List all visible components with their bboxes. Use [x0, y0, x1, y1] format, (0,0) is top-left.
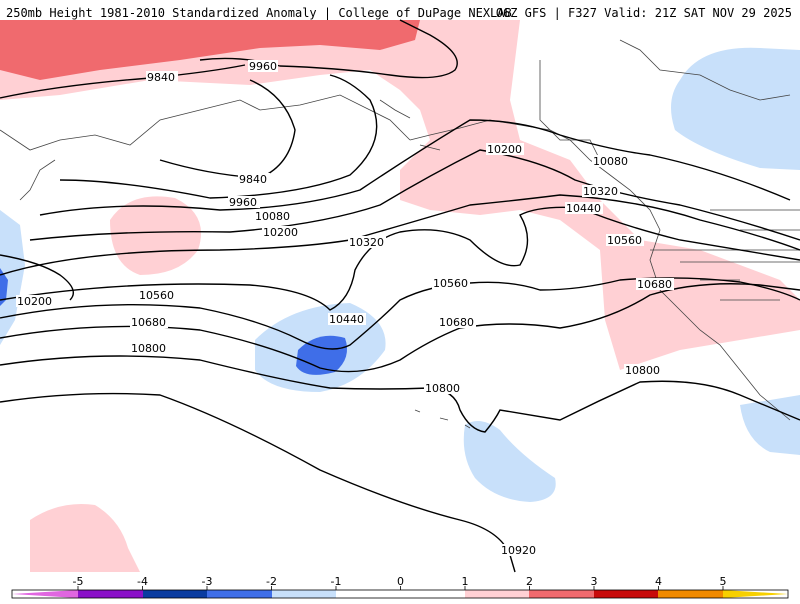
label-10920: 10920 [501, 544, 536, 557]
neg2-anomaly-west [0, 268, 8, 306]
contour-9960-center [59, 74, 378, 199]
colorbar-seg-neg4 [143, 590, 207, 598]
colorbar-tick-label: -4 [137, 575, 148, 588]
colorbar-tick-label: -2 [266, 575, 277, 588]
contour-10560 [0, 277, 800, 350]
label-10200b: 10200 [487, 143, 522, 156]
colorbar-tick-label: 4 [655, 575, 662, 588]
neg1-anomaly-northeast [671, 47, 800, 171]
colorbar-right-arrow [723, 590, 788, 598]
label-10680a: 10680 [131, 316, 166, 329]
colorbar-ticks: -5 -4 -3 -2 -1 0 1 2 3 4 5 [73, 575, 727, 590]
label-10560c: 10560 [607, 234, 642, 247]
label-10800a: 10800 [131, 342, 166, 355]
map-title: 250mb Height 1981-2010 Standardized Anom… [6, 6, 512, 20]
label-10560b: 10560 [433, 277, 468, 290]
colorbar-tick-label: 0 [397, 575, 404, 588]
label-9960b: 9960 [229, 196, 257, 209]
label-10560a: 10560 [139, 289, 174, 302]
contour-10440 [0, 206, 800, 311]
colorbar-tick-label: 2 [526, 575, 533, 588]
colorbar-tick-label: -5 [73, 575, 84, 588]
colorbar-seg-pos2 [529, 590, 594, 598]
pos1-anomaly-southwest [30, 504, 140, 572]
contour-10800 [0, 355, 800, 433]
colorbar-seg-pos0 [401, 590, 465, 598]
colorbar-seg-pos1 [465, 590, 529, 598]
label-10800c: 10800 [625, 364, 660, 377]
contour-9840-northwest [0, 64, 246, 99]
colorbar-seg-neg5 [78, 590, 143, 598]
pos1-anomaly-central [110, 196, 202, 275]
colorbar-tick-label: 5 [720, 575, 727, 588]
colorbar-seg-pos3 [594, 590, 658, 598]
contour-10920 [0, 392, 516, 573]
label-10440a: 10440 [329, 313, 364, 326]
pos1-anomaly-north [0, 20, 800, 370]
label-10080a: 10080 [255, 210, 290, 223]
neg1-anomaly-west [0, 210, 25, 345]
neg2-anomaly-central [296, 335, 348, 375]
label-10680c: 10680 [637, 278, 672, 291]
colorbar-tick-label: -1 [331, 575, 342, 588]
label-10440b: 10440 [566, 202, 601, 215]
anomaly-shading [0, 20, 800, 572]
contour-10200 [29, 149, 800, 241]
pos2-anomaly-north [0, 20, 420, 80]
label-10680b: 10680 [439, 316, 474, 329]
colorbar-seg-neg2 [272, 590, 336, 598]
colorbar-seg-neg3 [207, 590, 272, 598]
neg1-anomaly-south [463, 421, 556, 502]
label-9840a: 9840 [147, 71, 175, 84]
contour-9840-center [159, 79, 296, 179]
label-9960a: 9960 [249, 60, 277, 73]
colorbar-tick-label: 3 [591, 575, 598, 588]
contour-10080 [39, 119, 791, 216]
colorbar-seg-pos4 [658, 590, 723, 598]
height-contours [0, 19, 800, 573]
label-9840b: 9840 [239, 173, 267, 186]
neg1-anomaly-southeast [740, 395, 800, 455]
contour-10680 [0, 283, 800, 373]
model-valid-time: 06Z GFS | F327 Valid: 21Z SAT NOV 29 202… [495, 6, 792, 20]
colorbar-tick-label: 1 [462, 575, 469, 588]
colorbar-seg-neg1 [336, 590, 401, 598]
label-10200a: 10200 [263, 226, 298, 239]
contour-labels: 9840 9960 9840 9960 10080 10200 10200 10… [16, 60, 674, 557]
coastlines [0, 39, 800, 429]
colorbar: -5 -4 -3 -2 -1 0 1 2 3 4 5 [0, 574, 800, 600]
contour-10320 [0, 194, 800, 276]
label-10800b: 10800 [425, 382, 460, 395]
label-10320a: 10320 [349, 236, 384, 249]
label-10320b: 10320 [583, 185, 618, 198]
colorbar-tick-label: -3 [202, 575, 213, 588]
colorbar-left-arrow [12, 590, 78, 598]
label-10080b: 10080 [593, 155, 628, 168]
contour-10200-west [0, 254, 74, 301]
label-10200c: 10200 [17, 295, 52, 308]
